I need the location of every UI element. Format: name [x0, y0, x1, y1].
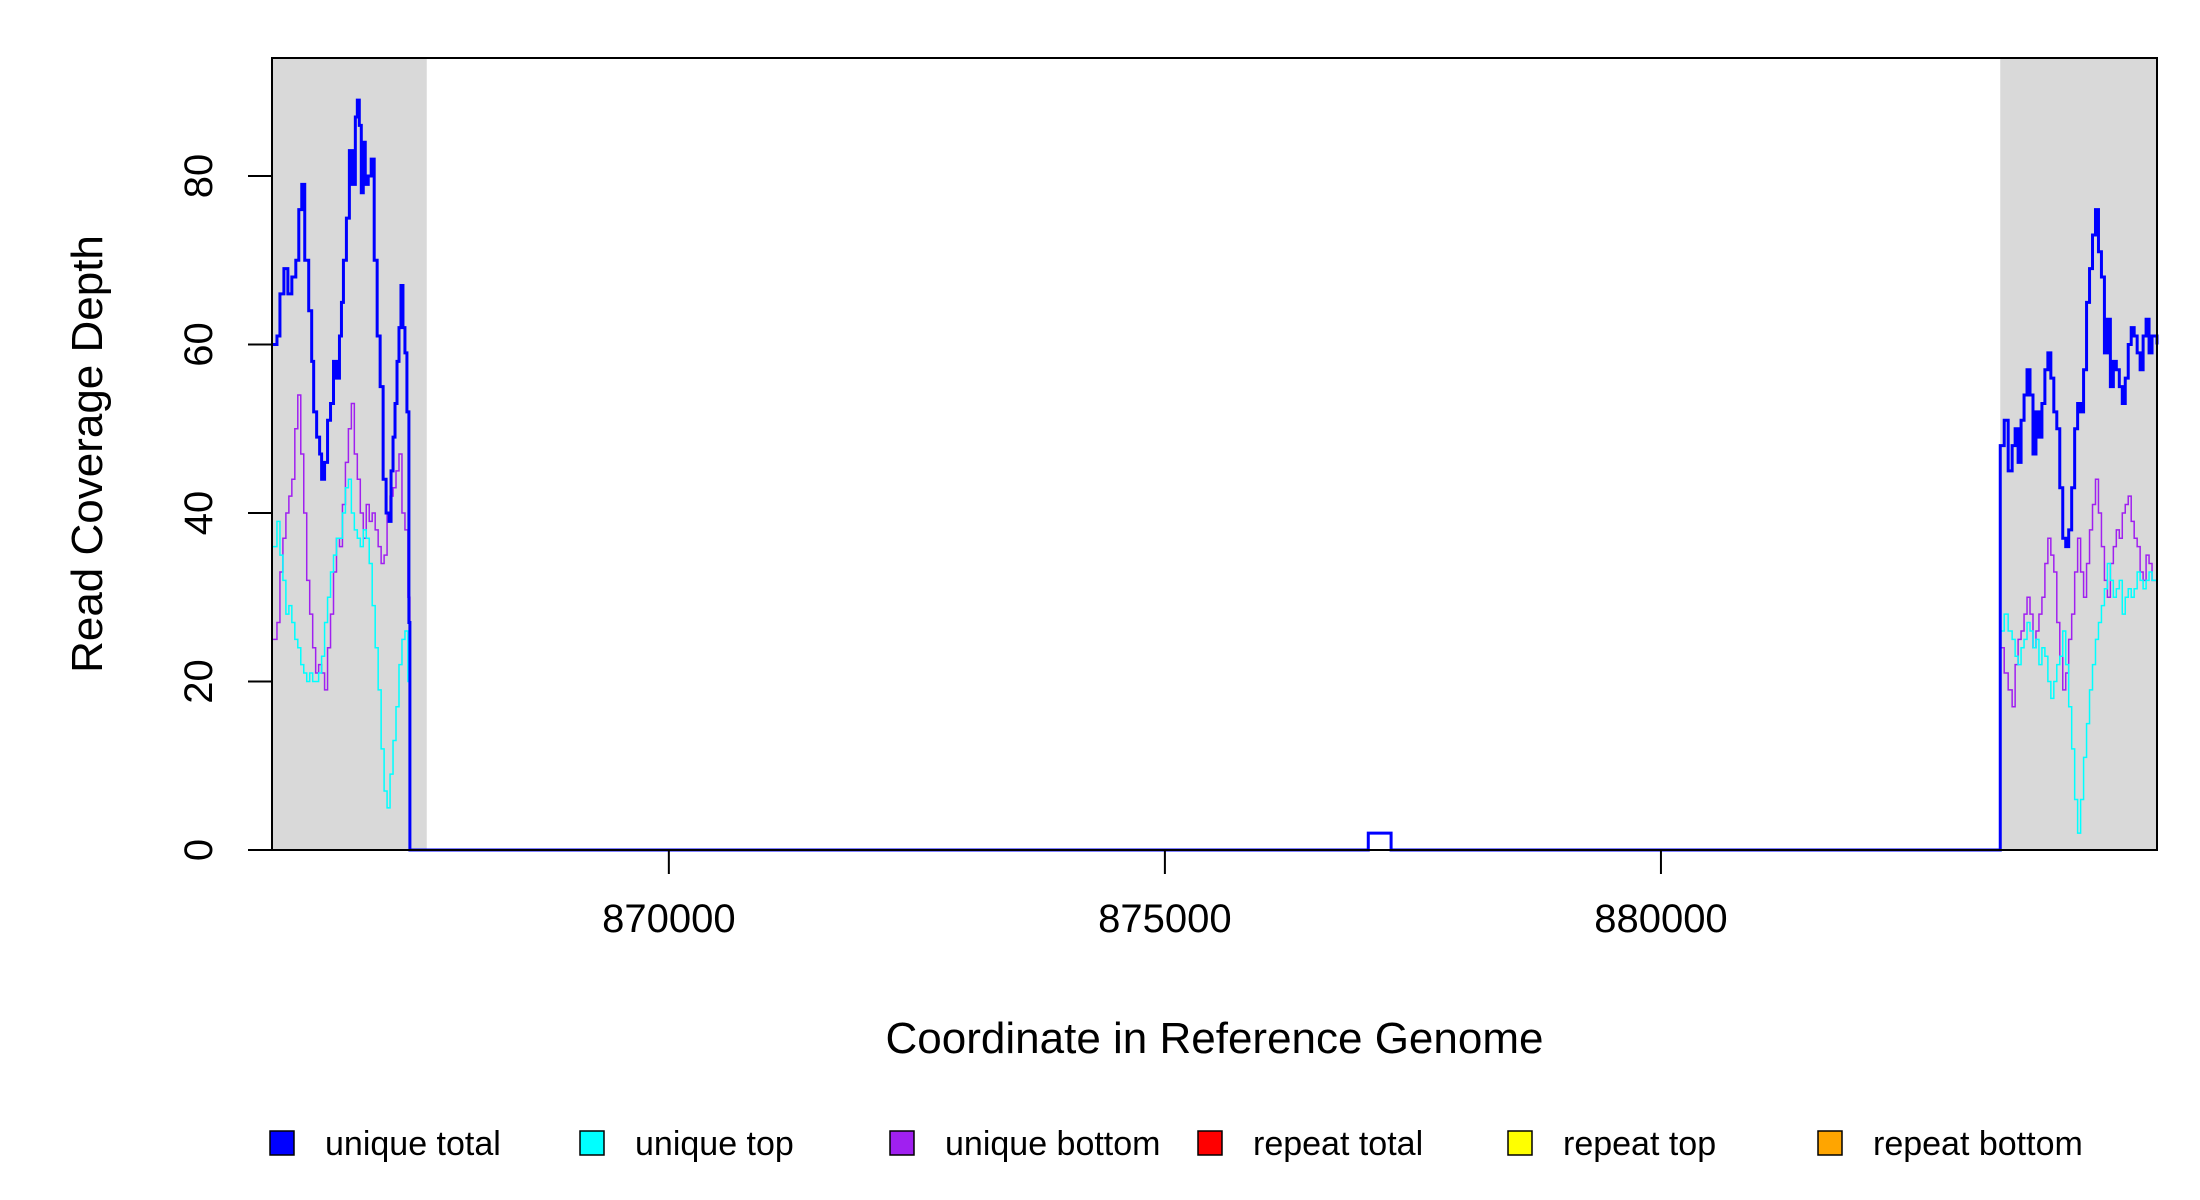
legend-swatch-repeat-total	[1197, 1130, 1223, 1156]
x-axis-label: Coordinate in Reference Genome	[886, 1014, 1544, 1063]
legend-label-unique-top: unique top	[635, 1125, 794, 1163]
y-tick-label: 40	[177, 491, 221, 536]
legend-swatch-unique-total	[269, 1130, 295, 1156]
y-tick-label: 60	[177, 322, 221, 367]
y-tick-label: 80	[177, 154, 221, 199]
plot-frame	[271, 57, 2158, 851]
shaded-regions	[272, 58, 2157, 850]
x-tick-label: 875000	[1098, 897, 1231, 941]
x-tick-label: 870000	[602, 897, 735, 941]
legend-swatch-unique-top	[579, 1130, 605, 1156]
series-line-unique-top	[272, 478, 2158, 851]
x-axis: 870000 875000 880000	[602, 850, 1728, 941]
legend-label-repeat-total: repeat total	[1253, 1125, 1423, 1163]
legend-swatch-unique-bottom	[889, 1130, 915, 1156]
y-axis-label: Read Coverage Depth	[63, 235, 112, 673]
shaded-region-1	[2000, 58, 2157, 850]
x-tick-label: 880000	[1594, 897, 1727, 941]
legend-label-repeat-bottom: repeat bottom	[1873, 1125, 2083, 1163]
series-line-unique-total	[272, 98, 2159, 852]
legend-label-repeat-top: repeat top	[1563, 1125, 1716, 1163]
y-tick-label: 20	[177, 659, 221, 704]
legend-swatch-repeat-top	[1507, 1130, 1533, 1156]
legend-label-unique-total: unique total	[325, 1125, 501, 1163]
legend: unique total unique top unique bottom repea…	[269, 1125, 2083, 1163]
y-axis: 0 20 40 60 80	[177, 154, 272, 861]
series-line-unique-bottom	[272, 394, 2158, 851]
legend-swatch-repeat-bottom	[1817, 1130, 1843, 1156]
y-tick-label: 0	[177, 839, 221, 861]
legend-label-unique-bottom: unique bottom	[945, 1125, 1161, 1163]
series-lines	[272, 98, 2159, 852]
